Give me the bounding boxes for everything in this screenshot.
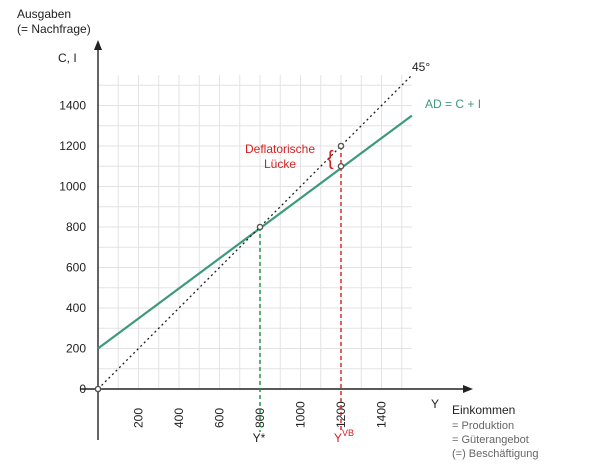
yvb-base: Y xyxy=(334,431,342,445)
x-axis-arrow-icon xyxy=(463,385,473,393)
y-tick-labels: 0 200 400 600 800 1000 1200 1400 xyxy=(59,99,86,397)
points xyxy=(94,142,345,393)
x-tick-label: 1400 xyxy=(375,401,389,428)
x-note-production: = Produktion xyxy=(452,420,514,432)
y-tick-label: 1000 xyxy=(59,180,86,194)
y-tick-label: 200 xyxy=(66,342,86,356)
gap-label-line2: Lücke xyxy=(264,157,296,171)
x-axis-label: Y xyxy=(431,397,439,411)
x-note-employment: (=) Beschäftigung xyxy=(452,448,539,460)
y-subtitle: (= Nachfrage) xyxy=(17,22,91,36)
y-tick-label: 1400 xyxy=(59,99,86,113)
y-tick-label: 1200 xyxy=(59,139,86,153)
y-title: Ausgaben xyxy=(17,7,71,21)
yvb-label: YVB xyxy=(334,428,354,445)
grid xyxy=(98,75,412,389)
y-axis-label: C, I xyxy=(58,51,77,65)
gap-label-line1: Deflatorische xyxy=(245,142,315,156)
ad-line-label: AD = C + I xyxy=(425,97,481,111)
point-full-employment-45 xyxy=(337,142,345,150)
gap-brace: { xyxy=(327,148,334,170)
line-45-label: 45° xyxy=(412,60,430,74)
x-tick-label: 1000 xyxy=(294,401,308,428)
y-tick-label: 400 xyxy=(66,301,86,315)
yvb-sup: VB xyxy=(342,428,354,438)
y-axis-arrow-icon xyxy=(94,40,102,50)
point-equilibrium xyxy=(256,223,264,231)
x-tick-label: 400 xyxy=(172,408,186,428)
x-tick-labels: 200 400 600 800 1000 1200 1400 xyxy=(132,401,389,428)
y-tick-label: 600 xyxy=(66,261,86,275)
y-tick-label: 800 xyxy=(66,220,86,234)
ystar-label: Y* xyxy=(253,431,266,445)
x-title: Einkommen xyxy=(452,403,515,417)
x-tick-label: 600 xyxy=(213,408,227,428)
point-origin xyxy=(94,385,102,393)
x-note-supply: = Güterangebot xyxy=(452,434,529,446)
x-tick-label: 200 xyxy=(132,408,146,428)
guides xyxy=(259,146,342,432)
series-lines xyxy=(97,74,413,390)
line-45 xyxy=(97,74,413,390)
point-full-employment-ad xyxy=(337,162,345,170)
y-tick-label: 0 xyxy=(79,382,86,396)
